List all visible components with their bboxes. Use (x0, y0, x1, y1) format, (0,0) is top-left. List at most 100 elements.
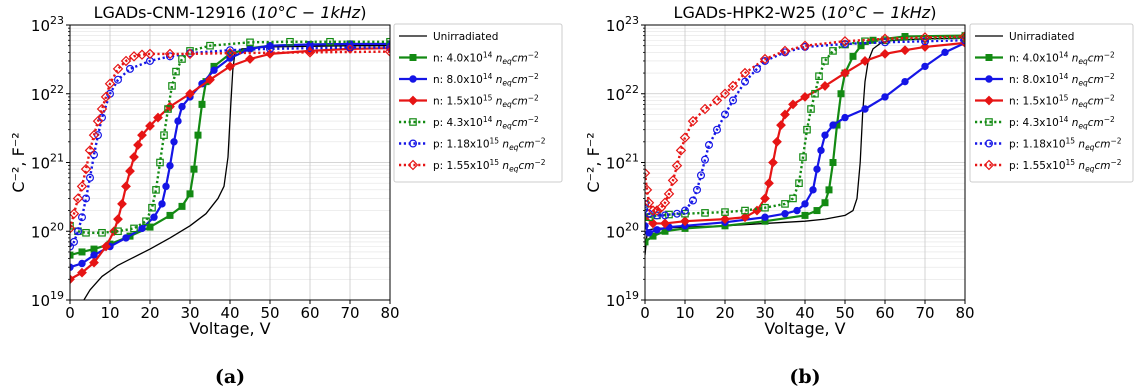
data-point (688, 196, 697, 205)
y-tick-base: 10 (606, 86, 625, 104)
data-point (820, 81, 830, 91)
legend-item: n: 4.0x1014 neqcm−2 (975, 51, 1115, 66)
legend-unit-exponent: −2 (1104, 72, 1115, 81)
data-point (841, 113, 849, 122)
data-point (652, 211, 661, 220)
legend-label: Unirradiated (433, 31, 498, 43)
data-point (88, 129, 100, 141)
legend-prefix: n: (433, 96, 447, 108)
panel-caption: (b) (789, 366, 820, 388)
data-point (648, 218, 658, 229)
data-point (133, 140, 143, 150)
legend-prefix: n: (433, 74, 447, 86)
legend-unit-exponent: −2 (528, 72, 539, 81)
data-point (170, 138, 178, 146)
x-axis-label: Voltage, V (189, 319, 270, 338)
legend-fluence: 4.0x10 (1023, 53, 1059, 65)
legend-unit-cm: cm (512, 74, 528, 86)
legend-swatch-marker (985, 118, 993, 126)
data-point (245, 54, 255, 64)
legend-unit-exponent: −2 (1104, 115, 1115, 124)
y-tick-base: 10 (31, 292, 50, 310)
legend-item: n: 8.0x1014 neqcm−2 (399, 72, 539, 88)
data-point (761, 203, 769, 212)
data-point (861, 105, 869, 113)
y-tick-exponent: 21 (625, 152, 639, 165)
data-point (840, 68, 850, 78)
legend-swatch-marker (983, 159, 995, 171)
legend-unit-sub: eq (1085, 165, 1095, 174)
data-point (166, 52, 175, 61)
data-point (142, 217, 150, 226)
y-tick-base: 10 (31, 17, 50, 35)
data-point (772, 136, 782, 147)
data-point (92, 115, 104, 127)
data-point (720, 214, 730, 225)
data-point (739, 67, 751, 79)
data-point (881, 93, 889, 101)
legend-unit-cm: cm (1094, 160, 1110, 172)
data-point (793, 206, 801, 215)
legend-unit-cm: cm (512, 53, 528, 65)
data-point (728, 96, 737, 105)
data-point (681, 209, 689, 218)
chart-title-text: LGADs-HPK2-W25 ( (674, 3, 828, 22)
data-point (701, 209, 709, 217)
x-tick-label: 10 (100, 304, 119, 322)
legend-swatch-marker (408, 95, 418, 106)
data-point (720, 110, 729, 119)
legend-box (969, 23, 1134, 183)
data-point (795, 179, 803, 187)
legend-unit-n: n (499, 160, 509, 172)
data-point (679, 132, 691, 143)
data-point (647, 205, 659, 216)
y-tick-base: 10 (31, 155, 50, 173)
data-point (206, 41, 214, 50)
legend-item: p: 1.18x1015 neqcm−2 (975, 137, 1122, 153)
legend-label: p: 1.18x1015 neqcm−2 (1009, 137, 1122, 153)
legend: Unirradiated n: 4.0x1014 neqcm−2 n: 8.0x10… (969, 23, 1134, 183)
data-point (82, 228, 90, 237)
data-point (764, 178, 774, 189)
data-point (77, 267, 87, 278)
data-point (645, 184, 653, 196)
legend-fluence: 4.0x10 (447, 53, 483, 65)
data-point (304, 47, 316, 58)
legend-unit-n: n (492, 96, 502, 108)
x-tick-label: 60 (875, 304, 894, 322)
data-point (166, 211, 174, 219)
data-point (880, 48, 890, 59)
legend-unit-cm: cm (1088, 53, 1104, 65)
legend-unit-sub: eq (509, 165, 519, 174)
data-point (72, 193, 84, 204)
data-point (190, 165, 198, 173)
series-line-6 (70, 50, 390, 229)
data-point (178, 102, 186, 111)
data-point (821, 131, 829, 139)
data-point (186, 190, 194, 198)
data-point (780, 109, 790, 120)
data-point (825, 186, 833, 194)
y-tick-exponent: 19 (625, 289, 639, 302)
legend-swatch-marker (409, 54, 417, 61)
legend-label-text: Unirradiated (1009, 31, 1074, 43)
legend-fluence-exponent: 15 (1066, 158, 1076, 167)
legend-unit-n: n (499, 139, 509, 151)
data-point (150, 213, 158, 221)
data-point (680, 216, 690, 227)
legend-label: n: 8.0x1014 neqcm−2 (1009, 72, 1115, 88)
data-point (645, 222, 649, 230)
legend-unit-exponent: −2 (1104, 51, 1115, 60)
legend-unit-sub: eq (1078, 100, 1088, 109)
data-point (168, 82, 176, 90)
data-point (687, 115, 699, 127)
x-ticks: 0 10 20 30 40 50 60 70 80 (65, 300, 400, 322)
legend-unit-cm: cm (512, 117, 528, 129)
data-point (781, 200, 789, 208)
legend-fluence: 1.55x10 (1023, 160, 1066, 172)
data-point (70, 274, 75, 285)
data-point (90, 251, 98, 259)
y-tick-exponent: 21 (50, 152, 64, 165)
